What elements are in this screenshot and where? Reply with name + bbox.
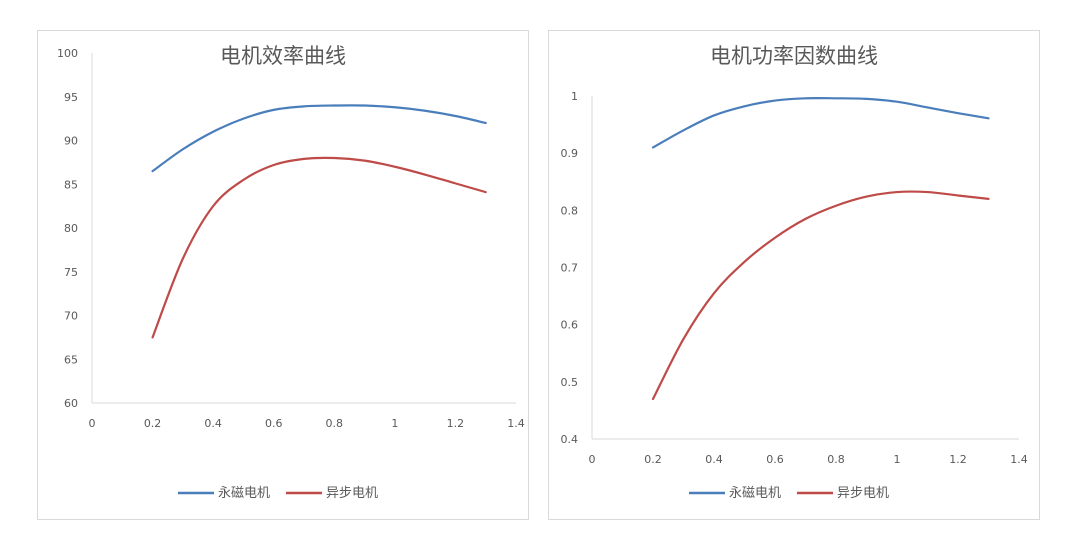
y-tick-label: 90	[64, 135, 78, 148]
y-tick-label: 100	[57, 47, 78, 60]
series-lines	[651, 96, 990, 401]
y-tick-label: 0.5	[561, 376, 579, 389]
y-tick-label: 0.9	[561, 147, 579, 160]
x-tick-label: 0.2	[644, 453, 662, 466]
x-tick-label: 0.4	[204, 417, 222, 430]
x-tick-label: 1.4	[1010, 453, 1028, 466]
x-tick-label: 0.2	[144, 417, 162, 430]
x-tick-label: 0.4	[705, 453, 723, 466]
y-tick-label: 1	[571, 90, 578, 103]
y-tick-label: 95	[64, 91, 78, 104]
x-tick-label: 1.2	[447, 417, 465, 430]
legend: 永磁电机 异步电机	[689, 486, 889, 501]
y-tick-label: 0.7	[561, 262, 579, 275]
y-tick-label: 70	[64, 310, 78, 323]
x-tick-label: 0	[589, 453, 596, 466]
chart-title: 电机效率曲线	[220, 44, 346, 68]
x-tick-label: 0.8	[827, 453, 845, 466]
y-tick-label: 60	[64, 397, 78, 410]
x-tick-label: 1.2	[949, 453, 967, 466]
legend: 永磁电机 异步电机	[178, 486, 378, 501]
efficiency-chart-panel: 电机效率曲线 0 0.2 0.4 0.6 0.8 1 1.2 1.4 60 65 70 75 80 85…	[37, 30, 529, 520]
y-tick-label: 0.8	[561, 204, 579, 217]
legend-label: 永磁电机	[729, 486, 781, 501]
chart-title: 电机功率因数曲线	[710, 44, 878, 68]
power-factor-chart-panel: 电机功率因数曲线 0 0.2 0.4 0.6 0.8 1 1.2 1.4 0.4 0.5 0.6 0…	[548, 30, 1040, 520]
series-lines	[151, 104, 487, 339]
y-tick-label: 75	[64, 266, 78, 279]
x-tick-label: 0.6	[766, 453, 784, 466]
x-tick-label: 1	[894, 453, 901, 466]
series-line-0	[151, 104, 487, 173]
y-tick-label: 85	[64, 178, 78, 191]
y-tick-label: 80	[64, 222, 78, 235]
y-tick-label: 0.6	[561, 319, 579, 332]
y-tick-labels: 0.4 0.5 0.6 0.7 0.8 0.9 1	[561, 90, 579, 446]
x-tick-label: 0	[89, 417, 96, 430]
x-tick-labels: 0 0.2 0.4 0.6 0.8 1 1.2 1.4	[589, 453, 1028, 466]
y-tick-label: 65	[64, 353, 78, 366]
legend-label: 异步电机	[326, 486, 378, 501]
legend-label: 异步电机	[837, 486, 889, 501]
x-tick-label: 1.4	[507, 417, 525, 430]
y-tick-labels: 60 65 70 75 80 85 90 95 100	[57, 47, 78, 410]
x-tick-label: 0.6	[265, 417, 283, 430]
efficiency-chart: 电机效率曲线 0 0.2 0.4 0.6 0.8 1 1.2 1.4 60 65 70 75 80 85…	[57, 44, 525, 501]
x-tick-label: 0.8	[326, 417, 344, 430]
x-tick-labels: 0 0.2 0.4 0.6 0.8 1 1.2 1.4	[89, 417, 525, 430]
legend-label: 永磁电机	[218, 486, 270, 501]
series-line-0	[651, 96, 990, 149]
x-tick-label: 1	[391, 417, 398, 430]
y-tick-label: 0.4	[561, 433, 579, 446]
series-line-1	[151, 156, 487, 339]
series-line-1	[651, 190, 990, 401]
power-factor-chart: 电机功率因数曲线 0 0.2 0.4 0.6 0.8 1 1.2 1.4 0.40.50.60…	[561, 44, 1028, 501]
